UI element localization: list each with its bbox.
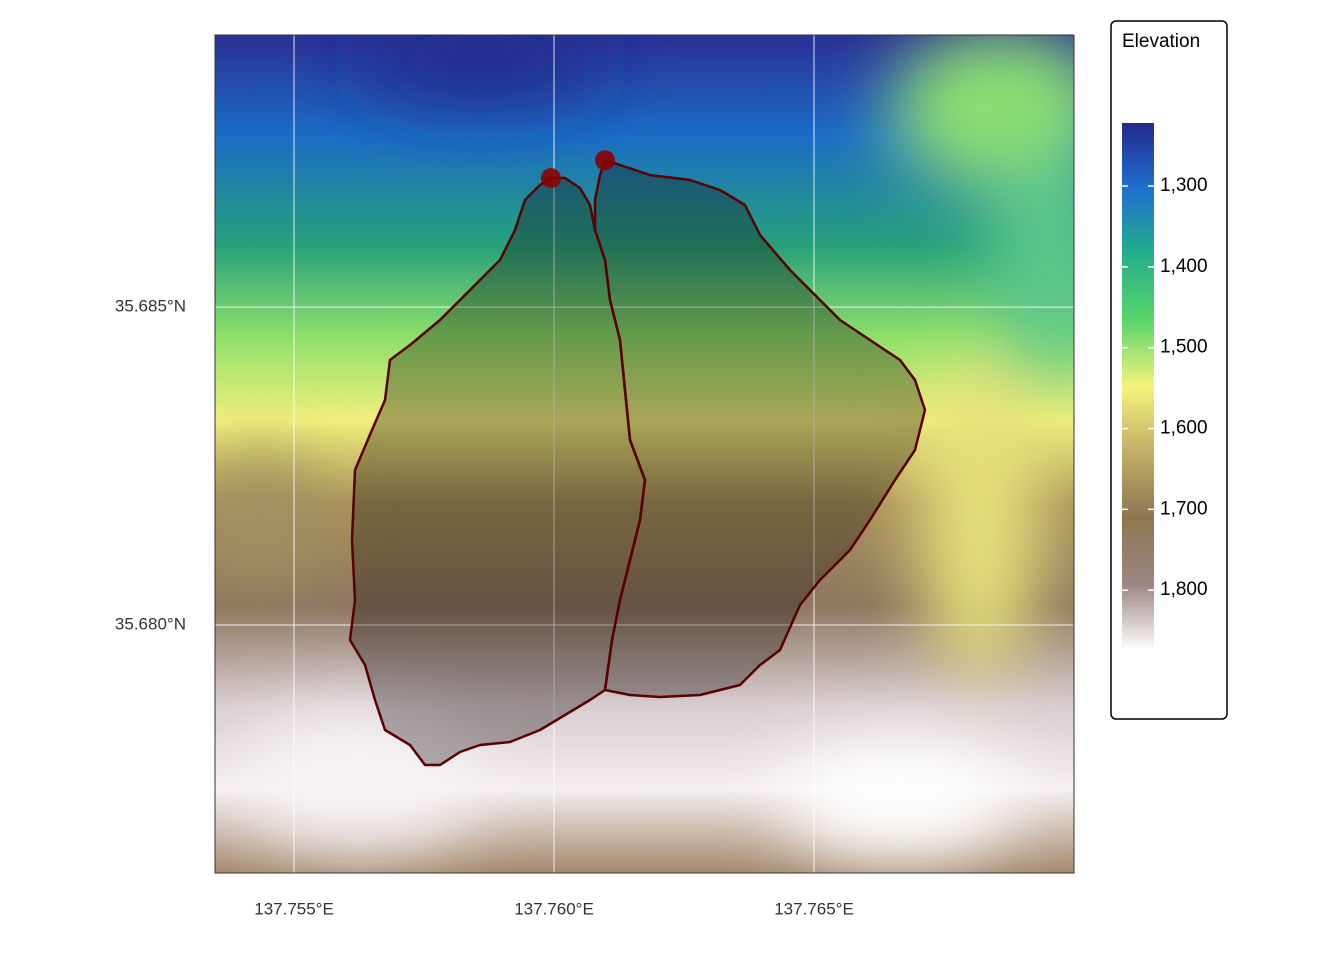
x-tick-label: 137.765°E — [774, 899, 854, 918]
legend-tick-label: 1,400 — [1160, 256, 1208, 277]
y-tick-label: 35.685°N — [115, 297, 186, 316]
outlets — [540, 150, 615, 189]
panel-border — [214, 34, 1075, 874]
legend-tick-label: 1,300 — [1160, 175, 1208, 196]
watershed-boundary — [593, 158, 927, 699]
legend-tick-label: 1,800 — [1160, 579, 1208, 600]
y-tick-label: 35.680°N — [115, 615, 186, 634]
elevation-raster — [215, 35, 1074, 873]
legend-tick-label: 1,700 — [1160, 498, 1208, 519]
grid — [215, 35, 1074, 873]
outlet-point — [540, 168, 561, 189]
legend-ticks: 1,300 1,400 1,500 1,600 1,700 1,800 — [1122, 175, 1208, 600]
x-tick-label: 137.755°E — [254, 899, 334, 918]
legend-tick-label: 1,500 — [1160, 337, 1208, 358]
legend-tick-label: 1,600 — [1160, 418, 1208, 439]
x-tick-label: 137.760°E — [514, 899, 594, 918]
axes: 137.755°E 137.760°E 137.765°E 35.680°N 35.68… — [115, 297, 854, 919]
colorbar — [1122, 123, 1154, 650]
outlet-point — [594, 150, 615, 171]
watersheds — [348, 158, 927, 767]
legend-title: Elevation — [1122, 31, 1200, 52]
